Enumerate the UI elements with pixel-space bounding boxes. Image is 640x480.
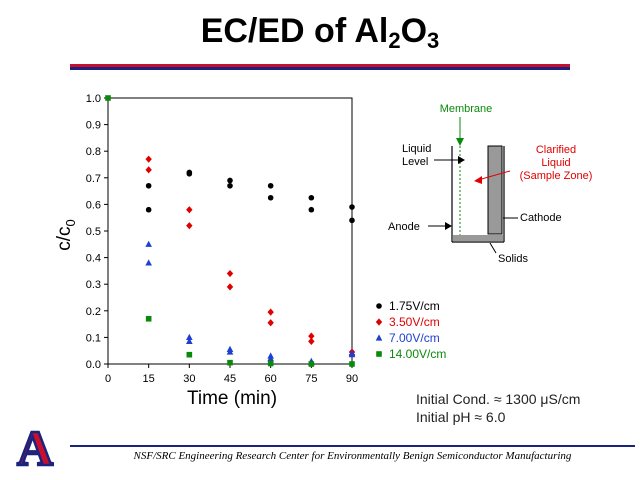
cathode-label: Cathode (520, 212, 562, 224)
data-point (186, 333, 193, 340)
legend-marker (376, 351, 382, 357)
legend-entry: 1.75V/cm (389, 299, 440, 313)
data-point (227, 177, 233, 184)
liquid-level-arrowhead (458, 156, 465, 164)
data-point (186, 222, 193, 230)
y-tick-label: 0.9 (86, 120, 101, 132)
legend-entry: 7.00V/cm (389, 331, 440, 345)
slide-title: EC/ED of Al2O3 (200, 12, 440, 53)
x-axis-ticks: 0 15 30 45 60 75 90 (105, 364, 358, 385)
data-point (145, 315, 152, 322)
cathode-plate (487, 145, 503, 235)
data-point (186, 337, 193, 344)
data-point (308, 206, 315, 213)
clarified-arrow (477, 170, 511, 181)
y-tick-label: 0.1 (86, 332, 101, 344)
data-point (267, 182, 274, 189)
data-point (227, 182, 233, 189)
data-point (349, 217, 355, 224)
data-point (226, 283, 234, 291)
solids-pointer (489, 242, 497, 254)
svg-text:A: A (17, 423, 53, 469)
data-point (145, 240, 152, 247)
data-point (348, 351, 356, 358)
data-point (145, 259, 152, 266)
solids-label: Solids (498, 253, 528, 265)
x-axis-label: Time (min) (187, 388, 277, 409)
chart-legend: 1.75V/cm 3.50V/cm 7.00V/cm 14.00V/cm (375, 299, 446, 361)
university-logo: A (16, 423, 55, 469)
data-point (145, 155, 152, 163)
y-tick-label: 0.6 (86, 199, 101, 211)
y-tick-label: 0.7 (86, 173, 101, 185)
title-rule-red (70, 64, 570, 67)
clarified-label: Clarified Liquid (Sample Zone) (520, 144, 593, 182)
anode-arrowhead (445, 222, 452, 230)
legend-marker (375, 334, 383, 341)
chart-marks (105, 95, 356, 367)
data-point (349, 204, 355, 210)
data-point (267, 319, 274, 327)
y-tick-label: 0.8 (86, 146, 101, 158)
initial-ph-note: Initial pH ≈ 6.0 (416, 409, 506, 425)
y-tick-label: 1.0 (86, 93, 101, 105)
data-point (227, 359, 233, 366)
data-point (186, 206, 193, 214)
x-tick-label: 0 (105, 373, 111, 385)
x-tick-label: 30 (183, 373, 195, 385)
data-point (145, 182, 152, 189)
membrane-label: Membrane (440, 103, 493, 115)
data-point (267, 194, 274, 201)
data-point (186, 171, 193, 177)
legend-marker (376, 303, 382, 309)
data-point (267, 355, 274, 362)
data-point (186, 351, 193, 358)
membrane-arrowhead (456, 138, 464, 146)
data-point (308, 194, 315, 201)
y-tick-label: 0.2 (86, 306, 101, 318)
x-tick-label: 90 (346, 373, 358, 385)
clarified-arrowhead (474, 176, 482, 184)
x-tick-label: 60 (265, 373, 277, 385)
legend-entry: 3.50V/cm (389, 315, 440, 329)
x-tick-label: 15 (143, 373, 155, 385)
data-point (145, 166, 152, 174)
x-tick-label: 75 (305, 373, 317, 385)
cell-diagram: Membrane Liquid Level Clarified Liquid (Sam… (388, 103, 592, 265)
legend-entry: 14.00V/cm (389, 347, 446, 361)
data-point (226, 348, 234, 355)
data-point (308, 337, 315, 345)
data-point (349, 361, 355, 367)
liquid-level-label: Liquid Level (402, 143, 431, 168)
anode-label: Anode (388, 221, 420, 233)
footer-rule (70, 445, 635, 447)
y-tick-label: 0.3 (86, 279, 101, 291)
chart-area: 0.0 0.1 0.2 0.3 0.4 0.5 0.6 0.7 0.8 0.9 1.0 0 15 30 4… (54, 93, 592, 409)
y-tick-label: 0.0 (86, 359, 101, 371)
solids-layer (453, 235, 503, 241)
data-point (105, 95, 111, 101)
data-point (308, 361, 315, 367)
footer-text: NSF/SRC Engineering Research Center for … (133, 450, 572, 462)
y-axis-label: c/c0 (54, 219, 78, 251)
data-point (267, 360, 274, 367)
data-point (226, 269, 234, 278)
svg-text:c/c0: c/c0 (54, 219, 78, 251)
initial-conductivity-note: Initial Cond. ≈ 1300 μS/cm (416, 391, 581, 407)
y-tick-label: 0.5 (86, 226, 101, 238)
y-axis-ticks: 0.0 0.1 0.2 0.3 0.4 0.5 0.6 0.7 0.8 0.9 1.0 (86, 93, 108, 371)
y-tick-label: 0.4 (86, 253, 101, 265)
x-tick-label: 45 (224, 373, 236, 385)
data-point (308, 332, 315, 340)
legend-marker (375, 318, 383, 326)
plot-frame (107, 97, 353, 365)
title-rule-blue (70, 67, 570, 70)
data-point (145, 206, 152, 213)
data-point (267, 308, 274, 316)
